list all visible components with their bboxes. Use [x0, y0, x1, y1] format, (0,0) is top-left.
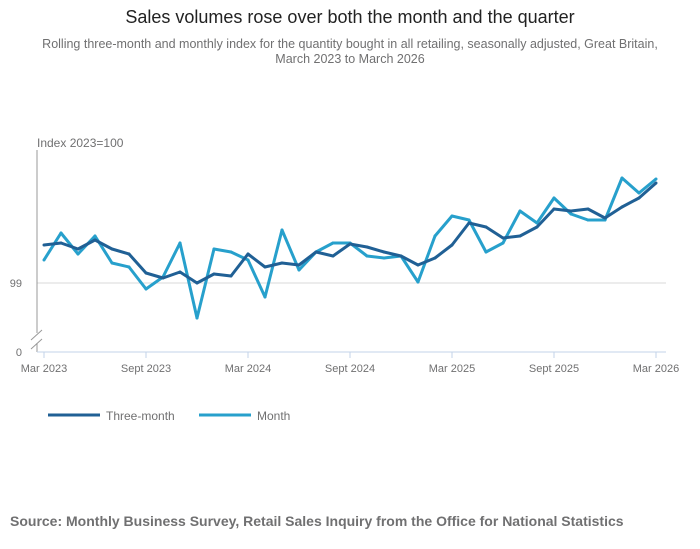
data-point-three-month	[620, 205, 624, 209]
x-tick-label: Mar 2025	[429, 363, 475, 375]
data-point-month	[450, 214, 454, 218]
x-tick-label: Sept 2025	[529, 363, 579, 375]
data-point-three-month	[569, 209, 573, 213]
chart-title: Sales volumes rose over both the month a…	[125, 7, 575, 27]
data-point-month	[654, 177, 658, 181]
data-point-month	[297, 268, 301, 272]
data-point-three-month	[603, 216, 607, 220]
data-point-month	[144, 287, 148, 291]
data-point-three-month	[314, 250, 318, 254]
x-tick-label: Mar 2024	[225, 363, 271, 375]
data-point-three-month	[433, 256, 437, 260]
data-point-month	[552, 196, 556, 200]
data-point-three-month	[348, 242, 352, 246]
data-point-three-month	[144, 271, 148, 275]
data-point-three-month	[399, 254, 403, 258]
data-point-month	[467, 218, 471, 222]
data-point-three-month	[127, 252, 131, 256]
data-point-three-month	[365, 245, 369, 249]
data-point-three-month	[280, 261, 284, 265]
data-point-three-month	[416, 263, 420, 267]
data-point-month	[416, 280, 420, 284]
data-point-month	[501, 241, 505, 245]
data-point-month	[246, 258, 250, 262]
x-tick-label: Sept 2024	[325, 363, 375, 375]
data-point-three-month	[246, 252, 250, 256]
data-point-three-month	[535, 225, 539, 229]
data-point-month	[127, 265, 131, 269]
data-point-three-month	[212, 272, 216, 276]
data-point-three-month	[484, 225, 488, 229]
data-point-month	[42, 258, 46, 262]
data-point-three-month	[93, 238, 97, 242]
y-tick-label-0: 0	[16, 347, 22, 359]
data-point-month	[331, 241, 335, 245]
data-point-three-month	[178, 270, 182, 274]
data-point-three-month	[518, 234, 522, 238]
series-line-month	[42, 176, 657, 320]
legend-label-month: Month	[257, 409, 290, 423]
legend-label-three-month: Three-month	[106, 409, 175, 423]
data-point-month	[59, 231, 63, 235]
x-tick-label: Mar 2023	[21, 363, 67, 375]
legend: Three-month Month	[48, 409, 290, 423]
data-point-month	[535, 221, 539, 225]
data-point-three-month	[382, 250, 386, 254]
data-point-three-month	[637, 196, 641, 200]
data-point-three-month	[586, 207, 590, 211]
data-point-month	[569, 212, 573, 216]
axis-break-icon	[30, 329, 43, 350]
data-point-three-month	[552, 207, 556, 211]
data-point-month	[365, 254, 369, 258]
data-point-three-month	[450, 243, 454, 247]
source-note: Source: Monthly Business Survey, Retail …	[10, 513, 624, 529]
data-point-three-month	[263, 265, 267, 269]
data-point-month	[195, 316, 199, 320]
data-point-month	[433, 234, 437, 238]
data-point-three-month	[229, 274, 233, 278]
series-line-three-month	[43, 181, 657, 285]
x-tick-label: Mar 2026	[633, 363, 679, 375]
y-tick-label-99: 99	[10, 278, 22, 290]
data-point-month	[586, 218, 590, 222]
data-point-month	[637, 191, 641, 195]
data-point-month	[518, 209, 522, 213]
data-point-month	[110, 261, 114, 265]
chart-subtitle: Rolling three-month and monthly index fo…	[42, 37, 658, 66]
data-point-month	[263, 295, 267, 299]
data-point-month	[382, 256, 386, 260]
data-point-three-month	[161, 276, 165, 280]
data-point-month	[484, 250, 488, 254]
data-point-month	[229, 250, 233, 254]
data-point-three-month	[297, 263, 301, 267]
data-point-month	[620, 176, 624, 180]
data-point-three-month	[501, 236, 505, 240]
data-point-three-month	[467, 221, 471, 225]
data-point-three-month	[59, 241, 63, 245]
data-point-three-month	[195, 281, 199, 285]
data-point-three-month	[654, 181, 658, 185]
data-point-month	[178, 241, 182, 245]
data-point-three-month	[42, 243, 46, 247]
data-point-three-month	[331, 254, 335, 258]
x-tick-label: Sept 2023	[121, 363, 171, 375]
y-axis-label: Index 2023=100	[37, 136, 124, 150]
data-point-month	[212, 247, 216, 251]
data-point-month	[93, 234, 97, 238]
data-point-month	[280, 228, 284, 232]
data-point-month	[76, 252, 80, 256]
data-point-three-month	[76, 247, 80, 251]
data-point-three-month	[110, 247, 114, 251]
